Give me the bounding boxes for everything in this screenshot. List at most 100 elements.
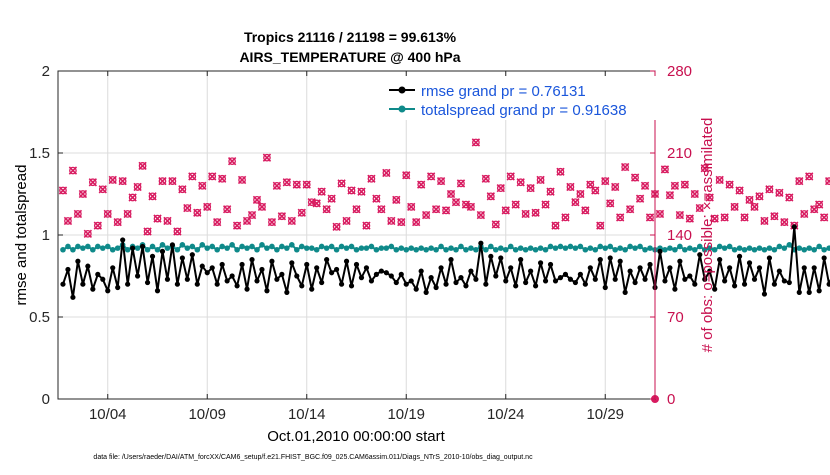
obs-possible-point	[641, 181, 649, 190]
rmse-point	[184, 276, 190, 282]
obs-possible-point	[586, 180, 595, 189]
obs-possible-point	[153, 214, 162, 223]
obs-possible-point	[576, 190, 585, 198]
rmse-point	[353, 261, 360, 268]
obs-assimilated-point	[566, 182, 575, 192]
rmse-point	[781, 278, 787, 284]
rmse-point	[562, 271, 569, 277]
rmse-point	[85, 263, 91, 269]
y2-tick-label: 140	[667, 227, 692, 244]
rmse-point	[378, 268, 384, 274]
rmse-point	[234, 283, 240, 289]
obs-possible-point	[705, 193, 714, 202]
obs-assimilated-point	[68, 166, 78, 175]
totalspread-point	[826, 245, 830, 251]
obs-assimilated-point	[103, 209, 112, 219]
obs-assimilated-point	[750, 202, 759, 212]
rmse-point	[523, 279, 529, 286]
rmse-point	[428, 275, 434, 281]
legend-spread-marker	[398, 105, 406, 113]
rmse-point	[348, 283, 355, 289]
obs-assimilated-point	[441, 206, 451, 215]
obs-assimilated-point	[680, 180, 690, 189]
obs-assimilated-point	[163, 216, 172, 226]
obs-possible-point	[646, 213, 654, 222]
totalspread-point	[647, 245, 653, 251]
obs-assimilated-point	[635, 194, 645, 203]
totalspread-point	[801, 246, 808, 253]
obs-possible-point	[302, 180, 311, 189]
totalspread-point	[458, 243, 464, 250]
totalspread-point	[308, 245, 315, 251]
obs-assimilated-point	[108, 175, 117, 185]
rmse-point	[214, 281, 220, 287]
obs-possible-point	[238, 176, 246, 184]
obs-possible-point	[760, 217, 769, 225]
obs-possible-point	[103, 210, 112, 218]
rmse-point	[801, 265, 807, 271]
rmse-point	[468, 268, 474, 274]
totalspread-point	[602, 245, 609, 251]
obs-assimilated-point	[581, 206, 590, 215]
totalspread-point	[204, 245, 211, 251]
totalspread-point	[751, 246, 758, 253]
rmse-point	[712, 286, 718, 292]
obs-assimilated-point	[98, 185, 107, 194]
rmse-point	[164, 276, 171, 282]
totalspread-point	[403, 246, 410, 253]
rmse-point	[493, 273, 499, 279]
totalspread-point	[244, 245, 250, 251]
totalspread-point	[567, 243, 574, 250]
totalspread-point	[289, 242, 295, 248]
obs-assimilated-point	[392, 195, 401, 205]
totalspread-point	[323, 245, 330, 251]
rmse-point	[179, 255, 185, 261]
totalspread-point	[637, 243, 643, 250]
totalspread-point	[677, 243, 683, 250]
rmse-point	[309, 286, 315, 292]
obs-possible-point	[422, 211, 430, 219]
totalspread-point	[622, 246, 628, 253]
totalspread-point	[348, 243, 355, 250]
rmse-point	[513, 283, 519, 289]
rmse-point	[557, 275, 564, 281]
obs-assimilated-point	[287, 216, 296, 226]
obs-possible-point	[367, 174, 376, 183]
obs-possible-point	[496, 184, 505, 192]
obs-possible-point	[606, 199, 615, 208]
chart-subtitle: AIRS_TEMPERATURE @ 400 hPa	[239, 49, 460, 65]
obs-assimilated-point	[222, 205, 232, 214]
obs-assimilated-point	[461, 200, 471, 209]
obs-possible-point	[800, 210, 809, 218]
totalspread-point	[756, 245, 763, 251]
obs-assimilated-point	[237, 175, 247, 185]
obs-assimilated-point	[660, 165, 670, 174]
totalspread-point	[95, 243, 101, 250]
obs-possible-point	[327, 194, 336, 203]
totalspread-point	[249, 243, 255, 250]
obs-possible-point	[397, 218, 406, 226]
rmse-point	[75, 258, 81, 264]
obs-possible-point	[825, 177, 830, 185]
obs-possible-point	[183, 204, 192, 212]
rmse-point	[169, 242, 176, 248]
obs-assimilated-point	[511, 200, 520, 209]
rmse-point	[453, 279, 459, 286]
obs-possible-point	[198, 181, 207, 190]
obs-possible-point	[556, 167, 565, 176]
totalspread-point	[109, 246, 116, 253]
rmse-point	[667, 265, 673, 271]
rmse-point	[702, 276, 708, 282]
totalspread-point	[438, 243, 444, 250]
obs-assimilated-point	[561, 213, 570, 222]
obs-assimilated-point	[521, 209, 530, 219]
obs-possible-point	[342, 217, 351, 225]
obs-assimilated-point	[367, 174, 376, 183]
rmse-point	[607, 255, 613, 261]
totalspread-point	[219, 243, 225, 250]
rmse-point	[473, 276, 479, 282]
totalspread-point	[85, 243, 91, 250]
obs-assimilated-point	[675, 210, 685, 220]
obs-possible-point	[193, 208, 202, 217]
obs-possible-point	[93, 221, 102, 230]
